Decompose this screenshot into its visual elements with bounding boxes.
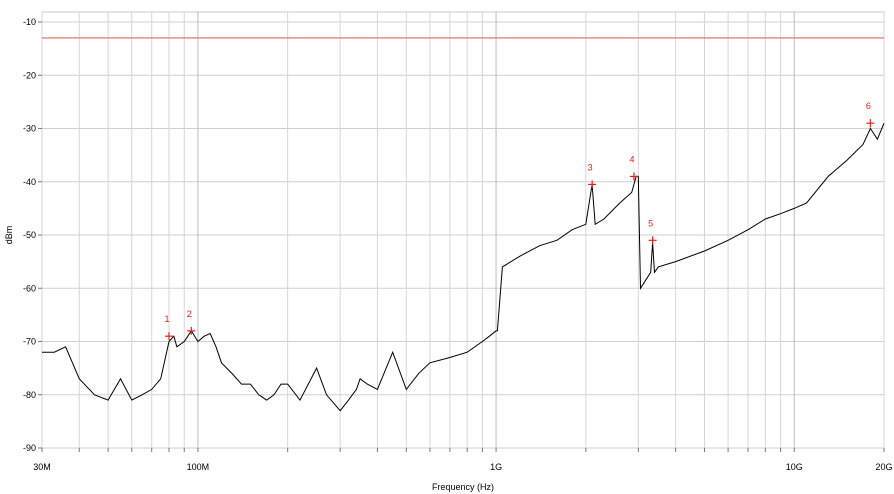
markers: 1 2 3 4 5 6 bbox=[165, 101, 875, 341]
marker-label: 4 bbox=[629, 154, 634, 164]
x-tick-label: 10G bbox=[786, 462, 803, 472]
marker-4: 4 bbox=[629, 154, 638, 181]
x-tick-label: 20G bbox=[875, 462, 892, 472]
spectrum-trace bbox=[42, 123, 885, 412]
y-tick-label: -40 bbox=[23, 177, 36, 187]
y-tick-label: -10 bbox=[23, 17, 36, 27]
x-tick-label: 30M bbox=[33, 462, 51, 472]
x-tick-label: 100M bbox=[187, 462, 210, 472]
y-tick-label: -90 bbox=[23, 443, 36, 453]
grid bbox=[41, 11, 885, 449]
marker-label: 3 bbox=[588, 162, 593, 172]
marker-label: 5 bbox=[648, 218, 653, 228]
y-tick-label: -70 bbox=[23, 337, 36, 347]
x-axis-label: Frequency (Hz) bbox=[432, 482, 494, 492]
marker-1: 1 bbox=[165, 314, 174, 341]
y-tick-label: -30 bbox=[23, 124, 36, 134]
marker-2: 2 bbox=[187, 309, 196, 335]
x-axis: 30M 100M 1G 10G 20G bbox=[33, 448, 893, 472]
marker-5: 5 bbox=[648, 218, 657, 245]
marker-label: 2 bbox=[187, 309, 192, 319]
y-tick-label: -80 bbox=[23, 390, 36, 400]
y-axis-label: dBm bbox=[4, 226, 14, 245]
y-tick-label: -20 bbox=[23, 70, 36, 80]
y-tick-label: -60 bbox=[23, 283, 36, 293]
marker-label: 6 bbox=[866, 101, 871, 111]
y-axis: -10 -20 -30 -40 -50 -60 -70 -80 -90 bbox=[23, 17, 42, 453]
y-tick-label: -50 bbox=[23, 230, 36, 240]
marker-label: 1 bbox=[165, 314, 170, 324]
x-tick-label: 1G bbox=[490, 462, 502, 472]
marker-6: 6 bbox=[866, 101, 875, 128]
marker-3: 3 bbox=[588, 162, 597, 189]
